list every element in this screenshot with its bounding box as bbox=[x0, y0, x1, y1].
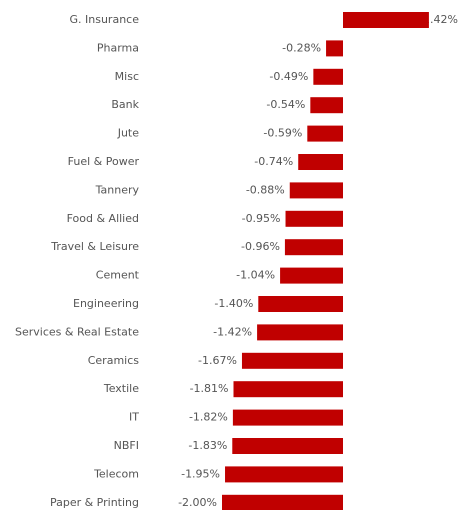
value-label: -1.04% bbox=[236, 269, 275, 282]
bar bbox=[307, 125, 343, 142]
category-label: Bank bbox=[111, 98, 139, 111]
category-label: Telecom bbox=[93, 467, 139, 480]
category-label: Travel & Leisure bbox=[50, 240, 139, 253]
bar bbox=[343, 12, 429, 28]
value-label: 1.42% bbox=[423, 13, 458, 26]
bar bbox=[289, 182, 343, 199]
bar bbox=[298, 154, 343, 170]
category-label: Fuel & Power bbox=[68, 155, 140, 168]
bar bbox=[225, 466, 343, 483]
value-label: -1.40% bbox=[214, 297, 253, 310]
value-label: -1.81% bbox=[190, 382, 229, 395]
value-label: -0.59% bbox=[263, 127, 302, 140]
category-label: Engineering bbox=[73, 297, 139, 310]
category-label: NBFI bbox=[114, 439, 139, 452]
category-label: Cement bbox=[96, 269, 140, 282]
value-label: -0.96% bbox=[241, 240, 280, 253]
value-label: -0.28% bbox=[282, 41, 321, 54]
bar bbox=[326, 40, 343, 57]
value-label: -1.82% bbox=[189, 411, 228, 424]
value-label: -1.95% bbox=[181, 467, 220, 480]
category-label: Services & Real Estate bbox=[15, 325, 139, 338]
category-label: Jute bbox=[117, 127, 140, 140]
category-label: G. Insurance bbox=[70, 13, 140, 26]
category-label: Paper & Printing bbox=[50, 496, 139, 509]
category-label: Pharma bbox=[97, 41, 139, 54]
value-label: -0.88% bbox=[246, 183, 285, 196]
value-label: -1.67% bbox=[198, 354, 237, 367]
bar bbox=[280, 267, 343, 284]
bar bbox=[285, 210, 343, 227]
bar bbox=[258, 296, 343, 312]
bar bbox=[233, 381, 343, 398]
category-label: Misc bbox=[115, 70, 139, 83]
bar bbox=[232, 409, 343, 426]
category-label: Ceramics bbox=[88, 354, 140, 367]
category-label: IT bbox=[129, 411, 139, 424]
bar bbox=[284, 239, 343, 256]
category-label: Food & Allied bbox=[67, 212, 139, 225]
bar bbox=[310, 97, 343, 114]
category-label: Textile bbox=[103, 382, 139, 395]
bar bbox=[232, 438, 343, 454]
value-label: -2.00% bbox=[178, 496, 217, 509]
bar bbox=[222, 494, 343, 510]
bar bbox=[241, 352, 343, 369]
value-label: -0.49% bbox=[269, 70, 308, 83]
value-label: -0.54% bbox=[266, 98, 305, 111]
bar bbox=[257, 324, 343, 341]
value-label: -1.42% bbox=[213, 325, 252, 338]
value-label: -1.83% bbox=[188, 439, 227, 452]
category-label: Tannery bbox=[95, 183, 140, 196]
bar bbox=[313, 68, 343, 85]
value-label: -0.95% bbox=[242, 212, 281, 225]
value-label: -0.74% bbox=[254, 155, 293, 168]
